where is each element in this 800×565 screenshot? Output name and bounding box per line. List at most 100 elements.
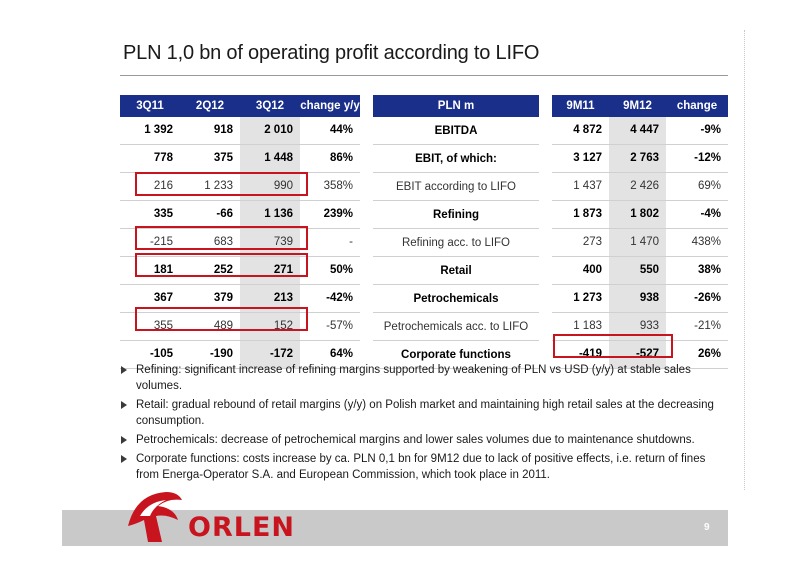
table-cell: 3 127 [573, 152, 602, 164]
header-2q12: 2Q12 [195, 100, 225, 112]
table-cell: 778 [153, 152, 173, 164]
table-cell: 4 872 [573, 124, 602, 136]
table-cell: 335 [153, 208, 173, 220]
table-cell: -190 [209, 348, 233, 360]
table-row: 4 872 4 447 -9% [552, 117, 728, 145]
table-cell: 69% [697, 180, 721, 192]
table-cell: -57% [326, 320, 353, 332]
table-cell: 152 [240, 313, 300, 340]
highlight-corporate-9m [553, 334, 673, 358]
table-row: 778 375 1 448 86% [120, 145, 360, 173]
quarterly-table: 3Q11 2Q12 3Q12 change y/y 1 392 918 2 010 4… [120, 95, 360, 369]
table-cell: 2 763 [609, 145, 666, 172]
table-row: 1 437 2 426 69% [552, 173, 728, 201]
table-cell: 2 010 [240, 117, 300, 144]
table-cell: 44% [329, 124, 353, 136]
highlight-refining-lifo [135, 226, 308, 250]
table-cell: 38% [697, 264, 721, 276]
slide-title: PLN 1,0 bn of operating profit according… [123, 42, 540, 64]
bullet-corporate: Corporate functions: costs increase by c… [120, 451, 730, 483]
table-cell: 1 392 [144, 124, 173, 136]
table-row: 1 873 1 802 -4% [552, 201, 728, 229]
highlight-petrochemicals-lifo [135, 307, 308, 331]
table-cell: -21% [694, 320, 721, 332]
metric-label: EBITDA [434, 124, 478, 137]
table-row: EBITDA [373, 117, 539, 145]
table-cell: 367 [153, 292, 173, 304]
page-number: 9 [704, 522, 710, 533]
table-cell: -26% [694, 292, 721, 304]
orlen-eagle-logo-icon [128, 492, 182, 542]
metric-table-header: PLN m [373, 95, 539, 117]
table-cell: 1 183 [573, 320, 602, 332]
table-row: 273 1 470 438% [552, 229, 728, 257]
header-change: change [676, 100, 718, 112]
table-cell: 64% [329, 348, 353, 360]
metric-label: EBIT, of which: [415, 152, 497, 165]
table-cell: -12% [694, 152, 721, 164]
table-cell: 1 873 [573, 208, 602, 220]
table-row: Refining [373, 201, 539, 229]
table-cell: 239% [323, 208, 353, 220]
table-row: Petrochemicals [373, 285, 539, 313]
metric-label: Petrochemicals [413, 292, 499, 305]
nine-month-table-header: 9M11 9M12 change [552, 95, 728, 117]
table-cell: 181 [153, 264, 173, 276]
metric-label: Retail [440, 264, 472, 277]
metric-label: Refining [433, 208, 479, 221]
table-cell: 438% [691, 236, 721, 248]
table-cell: 86% [329, 152, 353, 164]
table-cell: 50% [329, 264, 353, 276]
table-row: -105 -190 -172 64% [120, 341, 360, 369]
table-cell: 683 [213, 236, 233, 248]
header-change-yy: change y/y [300, 100, 360, 112]
table-cell: 400 [582, 264, 602, 276]
table-cell: -172 [240, 341, 300, 368]
table-row: 1 273 938 -26% [552, 285, 728, 313]
header-9m12: 9M12 [623, 100, 652, 112]
table-cell: - [349, 236, 353, 248]
table-row: Retail [373, 257, 539, 285]
table-cell: 375 [213, 152, 233, 164]
table-row: -215 683 739 - [120, 229, 360, 257]
table-cell: 1 273 [573, 292, 602, 304]
table-cell: 1 233 [204, 180, 233, 192]
highlight-ebit-lifo [135, 172, 308, 196]
table-row: 335 -66 1 136 239% [120, 201, 360, 229]
table-cell: 739 [240, 229, 300, 256]
commentary-list: Refining: significant increase of refini… [120, 362, 730, 486]
table-cell: -9% [700, 124, 721, 136]
nine-month-table: 9M11 9M12 change 4 872 4 447 -9% 3 127 2 763… [552, 95, 728, 369]
header-9m11: 9M11 [566, 100, 595, 112]
metric-label: Corporate functions [401, 348, 511, 361]
table-cell: 550 [609, 257, 666, 284]
table-cell: 4 447 [609, 117, 666, 144]
table-cell: -66 [216, 208, 233, 220]
table-cell: 273 [582, 236, 602, 248]
table-row: Corporate functions [373, 341, 539, 369]
metric-table: PLN m EBITDA EBIT, of which: EBIT accordin… [373, 95, 539, 369]
table-row: 181 252 271 50% [120, 257, 360, 285]
table-row: EBIT, of which: [373, 145, 539, 173]
metric-label: EBIT according to LIFO [396, 180, 516, 193]
table-cell: 1 470 [609, 229, 666, 256]
table-cell: 216 [153, 180, 173, 192]
metric-label: Petrochemicals acc. to LIFO [383, 320, 529, 333]
table-cell: -215 [149, 236, 173, 248]
table-cell: 358% [323, 180, 353, 192]
title-divider [120, 75, 728, 76]
table-row: Refining acc. to LIFO [373, 229, 539, 257]
margin-guide [744, 30, 745, 490]
bullet-retail: Retail: gradual rebound of retail margin… [120, 397, 730, 429]
table-cell: 379 [213, 292, 233, 304]
table-cell: 1 802 [609, 201, 666, 228]
quarterly-table-header: 3Q11 2Q12 3Q12 change y/y [120, 95, 360, 117]
table-row: EBIT according to LIFO [373, 173, 539, 201]
table-cell: 252 [213, 264, 233, 276]
table-cell: 938 [609, 285, 666, 312]
bullet-petrochemicals: Petrochemicals: decrease of petrochemica… [120, 432, 730, 448]
table-cell: 26% [697, 348, 721, 360]
table-cell: 1 448 [240, 145, 300, 172]
table-cell: 918 [213, 124, 233, 136]
metric-label: Refining acc. to LIFO [401, 236, 511, 249]
